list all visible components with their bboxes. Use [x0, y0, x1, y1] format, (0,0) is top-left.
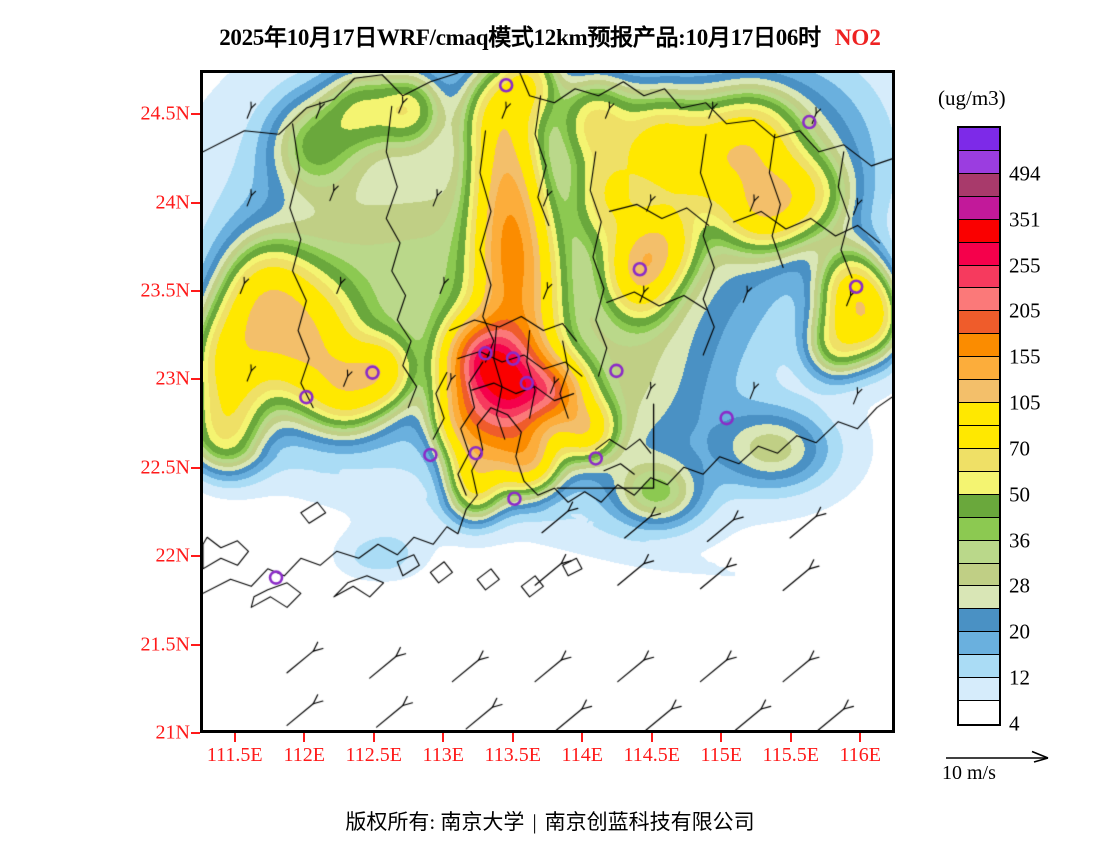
colorbar-tick-label: 4: [1009, 711, 1020, 736]
colorbar-band: [959, 334, 999, 358]
colorbar-tick-label: 36: [1009, 528, 1030, 553]
colorbar[interactable]: [957, 126, 1001, 726]
colorbar-band: [959, 403, 999, 426]
colorbar-tick-label: 20: [1009, 619, 1030, 644]
x-axis-label: 116E: [839, 744, 881, 766]
x-axis-label: 114.5E: [623, 744, 680, 766]
colorbar-tick-label: 494: [1009, 161, 1041, 186]
y-axis-tick: [191, 466, 200, 469]
x-axis-tick: [859, 733, 862, 742]
colorbar-tick-label: 28: [1009, 573, 1030, 598]
x-axis-tick: [581, 733, 584, 742]
x-axis-tick: [442, 733, 445, 742]
x-axis-label: 111.5E: [206, 744, 263, 766]
colorbar-band: [959, 494, 999, 518]
wind-scale-label: 10 m/s: [942, 762, 996, 784]
colorbar-band: [959, 150, 999, 174]
footer-right-text: 南京创蓝科技有限公司: [544, 810, 755, 834]
title-species: NO2: [834, 25, 881, 50]
y-axis-label: 23N: [155, 367, 190, 390]
x-axis-label: 115E: [700, 744, 742, 766]
colorbar-band: [959, 265, 999, 289]
x-axis-label: 112.5E: [345, 744, 402, 766]
wind-scale-arrow-icon: [946, 750, 1049, 763]
x-axis-tick: [720, 733, 723, 742]
colorbar-band: [959, 448, 999, 472]
colorbar-band: [959, 196, 999, 220]
x-axis-label: 113E: [422, 744, 464, 766]
title-text: 2025年10月17日WRF/cmaq模式12km预报产品:10月17日06时: [219, 25, 821, 50]
x-axis-tick: [372, 733, 375, 742]
colorbar-band: [959, 540, 999, 564]
map-plot-area[interactable]: [200, 70, 895, 733]
colorbar-band: [959, 311, 999, 335]
y-axis-tick: [191, 290, 200, 292]
x-axis-label: 114E: [561, 744, 603, 766]
colorbar-band: [959, 701, 999, 724]
y-axis-label: 21N: [155, 721, 190, 744]
colorbar-band: [959, 586, 999, 610]
colorbar-band: [959, 128, 999, 151]
x-axis-tick: [650, 733, 653, 742]
colorbar-band: [959, 471, 999, 495]
colorbar-tick-label: 351: [1009, 207, 1041, 232]
y-axis-tick: [191, 378, 200, 381]
colorbar-tick-label: 255: [1009, 253, 1041, 278]
footer-separator: |: [532, 810, 537, 834]
y-axis-label: 22.5N: [140, 456, 190, 479]
x-axis-tick: [303, 733, 306, 742]
no2-concentration-map: [203, 73, 892, 730]
x-axis-tick: [789, 733, 792, 742]
colorbar-tick-label: 70: [1009, 436, 1030, 461]
y-axis-tick: [191, 732, 200, 734]
colorbar-units-label: (ug/m3): [938, 86, 1006, 110]
colorbar-tick-label: 50: [1009, 482, 1030, 507]
y-axis-tick: [191, 201, 200, 204]
colorbar-band: [959, 173, 999, 197]
x-axis-tick: [233, 733, 236, 742]
y-axis-label: 24N: [155, 191, 190, 214]
colorbar-band: [959, 678, 999, 702]
x-axis-label: 112E: [283, 744, 325, 766]
colorbar-band: [959, 632, 999, 656]
colorbar-band: [959, 609, 999, 633]
page-title: 2025年10月17日WRF/cmaq模式12km预报产品:10月17日06时 N…: [0, 18, 1100, 52]
y-axis-tick: [191, 643, 200, 646]
colorbar-band: [959, 425, 999, 449]
colorbar-band: [959, 563, 999, 587]
colorbar-tick-label: 12: [1009, 665, 1030, 690]
copyright-footer: 版权所有: 南京大学 | 南京创蓝科技有限公司: [0, 806, 1100, 836]
footer-left-text: 版权所有: 南京大学: [345, 810, 525, 834]
y-axis-label: 21.5N: [140, 633, 190, 656]
colorbar-tick-label: 155: [1009, 344, 1041, 369]
x-axis-label: 113.5E: [484, 744, 541, 766]
colorbar-tick-label: 105: [1009, 390, 1041, 415]
x-axis-label: 115.5E: [762, 744, 819, 766]
colorbar-band: [959, 242, 999, 266]
y-axis-tick: [191, 113, 200, 116]
colorbar-band: [959, 380, 999, 404]
colorbar-band: [959, 655, 999, 679]
colorbar-band: [959, 357, 999, 381]
colorbar-band: [959, 219, 999, 243]
colorbar-band: [959, 517, 999, 541]
x-axis-tick: [511, 733, 514, 742]
colorbar-band: [959, 288, 999, 312]
y-axis-label: 22N: [155, 544, 190, 567]
y-axis-label: 23.5N: [140, 279, 190, 302]
colorbar-tick-label: 205: [1009, 298, 1041, 323]
y-axis-label: 24.5N: [140, 102, 190, 125]
y-axis-tick: [191, 555, 200, 558]
